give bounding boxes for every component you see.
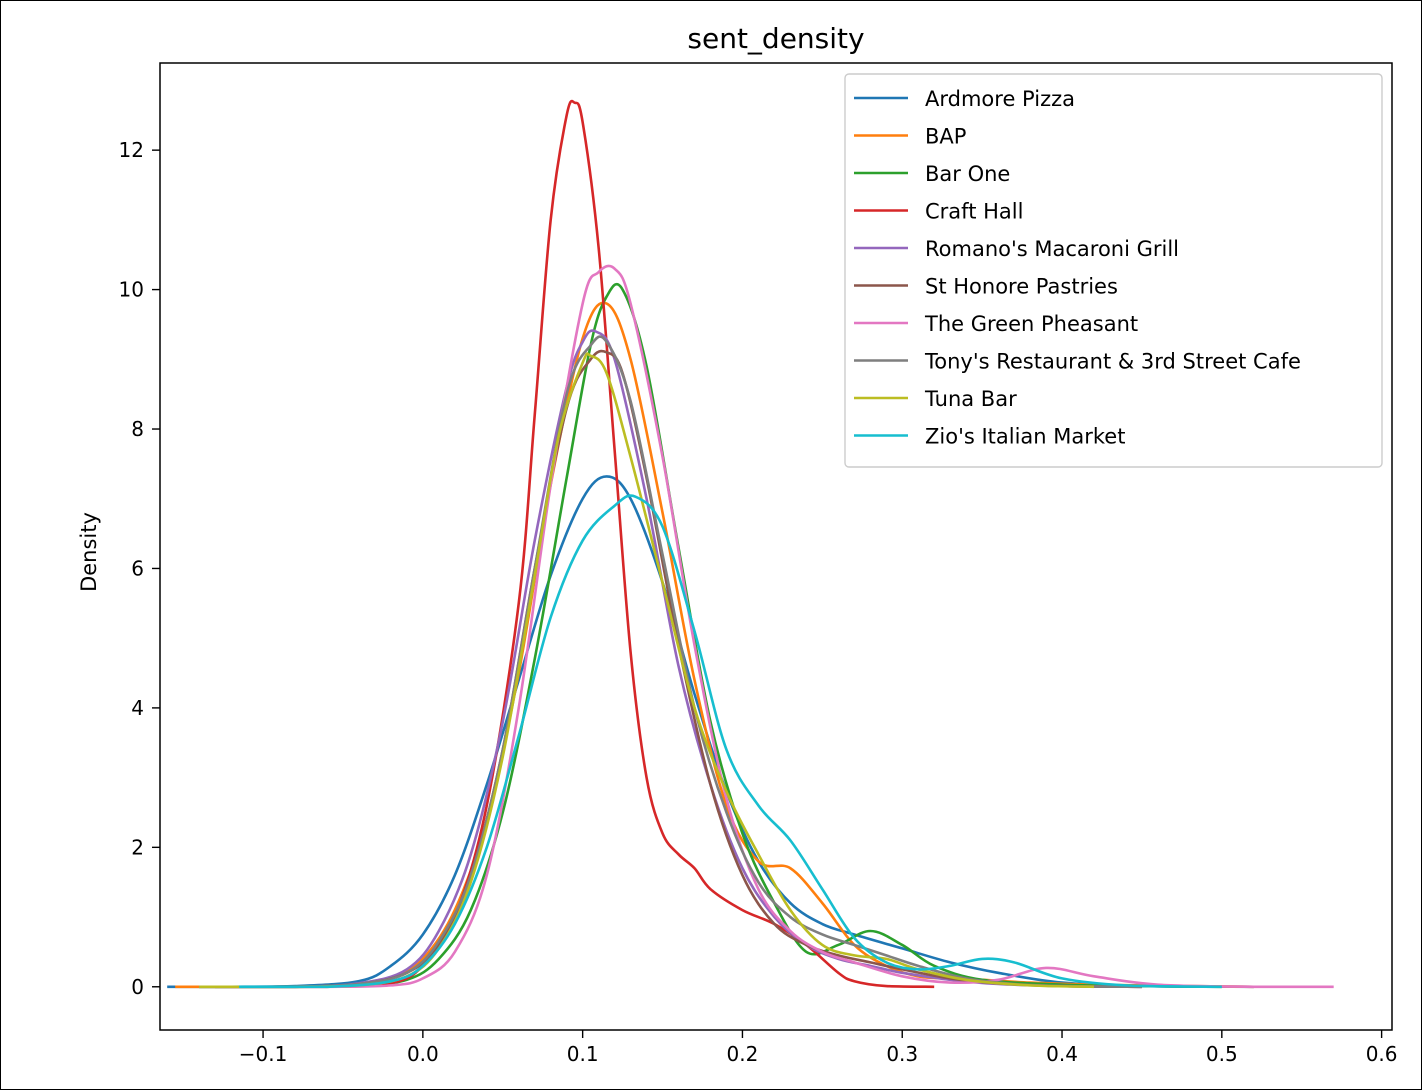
- x-tick-label: 0.0: [407, 1042, 439, 1066]
- legend-label: St Honore Pastries: [925, 275, 1118, 299]
- series-line-6: [231, 264, 1334, 989]
- series-line-0: [167, 475, 1254, 989]
- x-tick-label: 0.6: [1366, 1042, 1398, 1066]
- y-axis-label: Density: [77, 512, 101, 592]
- series-line-3: [231, 99, 935, 989]
- series-line-7: [215, 335, 1142, 989]
- series-line-4: [199, 329, 1142, 989]
- legend-label: Bar One: [925, 162, 1010, 186]
- legend-label: Ardmore Pizza: [925, 87, 1075, 111]
- legend-label: Tuna Bar: [924, 387, 1017, 411]
- x-tick-label: 0.1: [567, 1042, 599, 1066]
- axes: −0.1 0.0 0.1 0.2 0.3 0.4 0.5 0.6 0 2 4 6 8 10 12: [119, 138, 1398, 1066]
- x-tick-label: 0.4: [1046, 1042, 1078, 1066]
- legend-label: The Green Pheasant: [924, 312, 1138, 336]
- legend-label: Craft Hall: [925, 200, 1023, 224]
- chart-title: sent_density: [687, 22, 864, 55]
- series-line-2: [199, 282, 1222, 989]
- y-tick-label: 0: [131, 975, 144, 999]
- legend-label: BAP: [925, 125, 966, 149]
- y-tick-label: 6: [131, 556, 144, 580]
- y-tick-label: 8: [131, 417, 144, 441]
- legend-box: [844, 73, 1383, 468]
- x-tick-label: 0.3: [886, 1042, 918, 1066]
- x-tick-label: 0.2: [727, 1042, 759, 1066]
- y-tick-label: 4: [131, 696, 144, 720]
- legend: Ardmore Pizza BAP Bar One Craft Hall Romano'…: [844, 73, 1383, 468]
- x-tick-label: 0.5: [1206, 1042, 1238, 1066]
- x-tick-label: −0.1: [239, 1042, 288, 1066]
- plot-area-frame: [159, 62, 1393, 1031]
- plot-lines: [167, 99, 1334, 989]
- y-tick-label: 10: [119, 278, 144, 302]
- legend-label: Tony's Restaurant & 3rd Street Cafe: [924, 350, 1301, 374]
- y-tick-label: 12: [119, 138, 144, 162]
- y-tick-label: 2: [131, 835, 144, 859]
- series-line-9: [239, 494, 1222, 989]
- legend-label: Zio's Italian Market: [925, 425, 1125, 449]
- legend-label: Romano's Macaroni Grill: [925, 237, 1179, 261]
